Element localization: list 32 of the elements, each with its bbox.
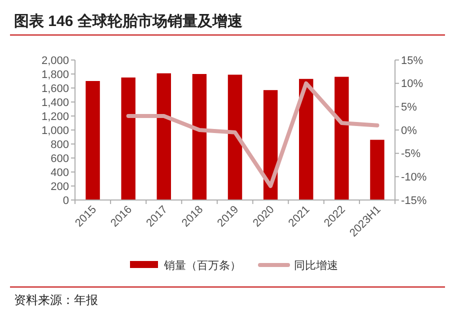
bar [86, 81, 100, 200]
y2-tick-label: -15% [401, 194, 427, 207]
line-series [126, 81, 380, 188]
y2-tick-label: 10% [401, 78, 424, 90]
y-tick-label: 600 [50, 152, 69, 165]
y2-tick-label: 0% [401, 124, 418, 137]
y2-tick-label: -5% [401, 148, 421, 160]
bar [370, 140, 384, 200]
y-tick-label: 1,200 [41, 110, 69, 123]
chart-title: 图表 146 全球轮胎市场销量及增速 [14, 12, 244, 30]
y-tick-label: 400 [50, 166, 69, 179]
bar [192, 74, 207, 200]
y-tick-label: 800 [50, 138, 69, 151]
y-tick-label: 1,600 [41, 82, 69, 95]
y-tick-label: 1,400 [41, 96, 69, 109]
y2-tick-label: 15% [401, 54, 424, 67]
text: 资料来源：年报 [14, 293, 98, 307]
y-tick-label: 1,000 [41, 124, 69, 137]
bar [156, 73, 171, 200]
y2-tick-label: -10% [401, 172, 427, 184]
y-tick-label: 2,000 [41, 54, 69, 67]
y-tick-label: 200 [50, 180, 69, 193]
bar [121, 78, 136, 200]
legend-label: 同比增速 [294, 258, 338, 272]
legend-label: 销量（百万条） [163, 260, 241, 272]
y2-tick-label: 5% [401, 102, 418, 114]
bar [228, 74, 242, 200]
y-tick-label: 0 [62, 194, 69, 207]
bar [299, 78, 314, 200]
bar [263, 90, 278, 200]
y-tick-label: 1,800 [41, 68, 69, 81]
bar [334, 76, 349, 200]
